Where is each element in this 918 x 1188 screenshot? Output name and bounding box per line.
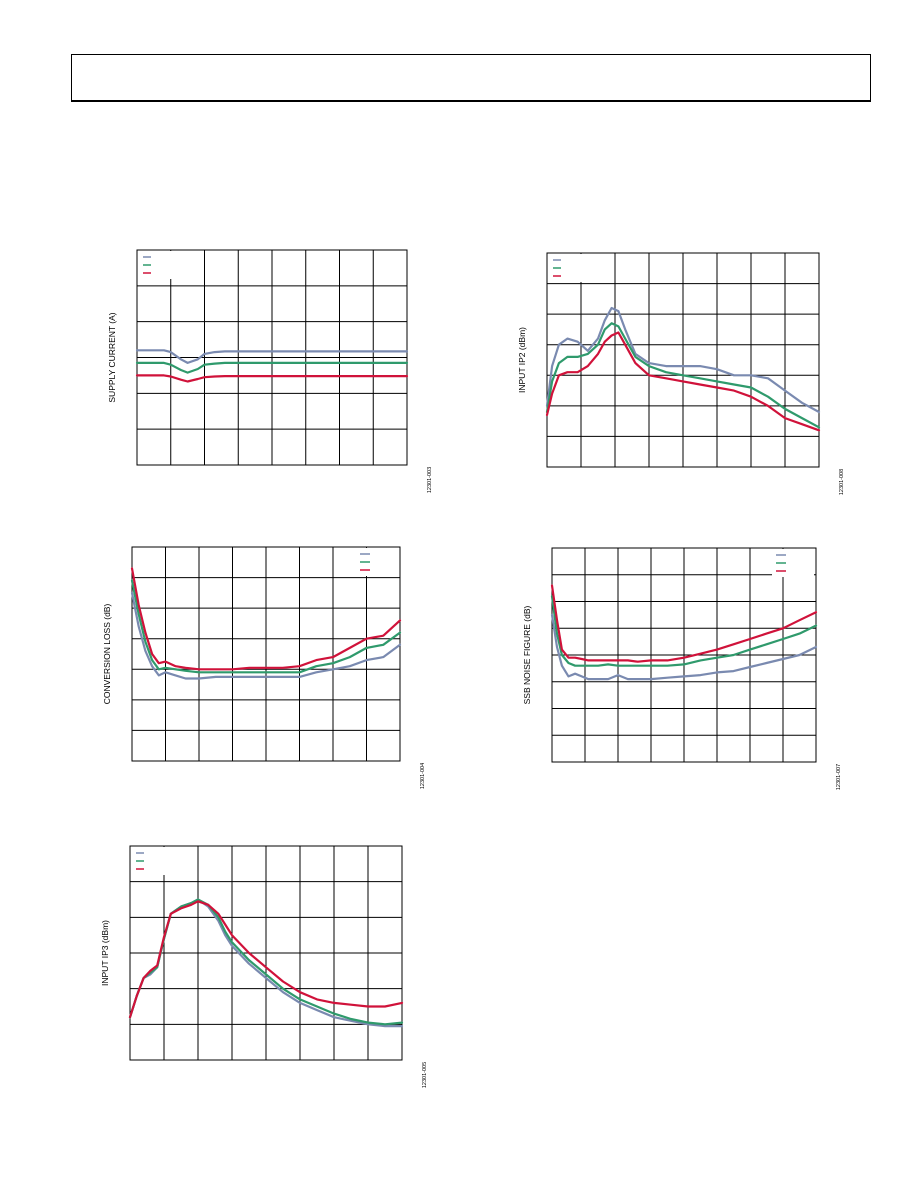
ssb-noise-figure-chart: SSB NOISE FIGURE (dB) 12301-007 [522,547,842,790]
input-ip3-series-green [128,898,404,1026]
conversion-loss-figure-id: 12301-004 [420,763,426,789]
ssb-noise-figure-series-red [550,584,818,663]
input-ip2-series-red [545,331,821,432]
input-ip3-chart: INPUT IP3 (dBm) 12301-005 [100,845,428,1088]
supply-current-series-blue [135,349,409,365]
input-ip3-y-axis-label: INPUT IP3 (dBm) [100,920,110,986]
page-header-box [71,54,871,102]
supply-current-y-axis-label: SUPPLY CURRENT (A) [107,312,117,402]
supply-current-series-red [135,374,409,383]
input-ip2-series-blue [545,306,821,414]
input-ip2-series-green [545,322,821,429]
ssb-noise-figure-series-green [550,595,818,667]
input-ip3-series-red [128,900,404,1019]
conversion-loss-series-red [130,567,402,671]
conversion-loss-chart: CONVERSION LOSS (dB) 12301-004 [102,546,426,789]
input-ip2-y-axis-label: INPUT IP2 (dBm) [517,327,527,393]
supply-current-figure-id: 12301-003 [427,467,433,493]
ssb-noise-figure-series-blue [550,613,818,681]
conversion-loss-y-axis-label: CONVERSION LOSS (dB) [102,604,112,705]
conversion-loss-series-green [130,579,402,674]
ssb-noise-figure-figure-id: 12301-007 [836,764,842,790]
conversion-loss-series-blue [130,591,402,680]
supply-current-series-green [135,361,409,374]
input-ip3-figure-id: 12301-005 [422,1062,428,1088]
input-ip2-chart: INPUT IP2 (dBm) 12301-008 [517,252,845,495]
ssb-noise-figure-y-axis-label: SSB NOISE FIGURE (dB) [522,605,532,704]
input-ip2-figure-id: 12301-008 [839,469,845,495]
supply-current-chart: SUPPLY CURRENT (A) 12301-003 [107,249,433,493]
